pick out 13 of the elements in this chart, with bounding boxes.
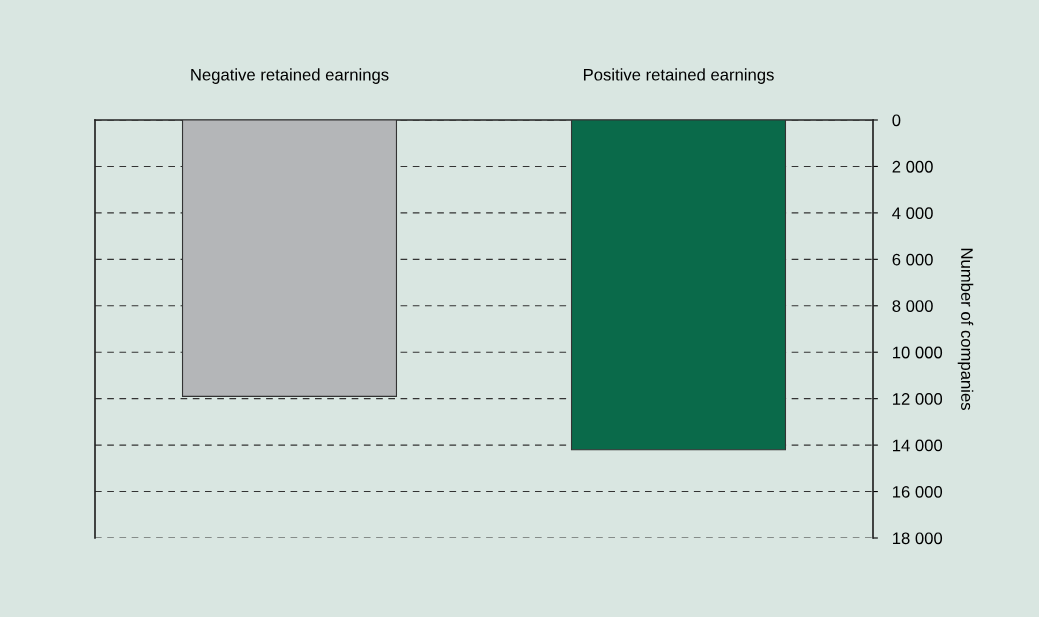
- y-tick-label: 6 000: [892, 253, 933, 266]
- y-axis-title: Number of companies: [957, 248, 974, 410]
- x-tick-label: Negative retained earnings: [191, 68, 389, 84]
- y-tick-label: 4 000: [892, 207, 933, 220]
- y-tick-label: 14 000: [893, 439, 943, 452]
- y-tick-label: 12 000: [893, 393, 943, 405]
- y-tick-label: 0: [892, 114, 901, 127]
- x-tick-label: Positive retained earnings: [583, 68, 774, 84]
- y-tick-label: 8 000: [892, 300, 933, 312]
- y-tick-label: 2 000: [892, 160, 933, 173]
- y-tick-label: 10 000: [893, 346, 943, 359]
- y-tick-label: 18 000: [893, 532, 943, 545]
- y-tick-label: 16 000: [893, 485, 943, 498]
